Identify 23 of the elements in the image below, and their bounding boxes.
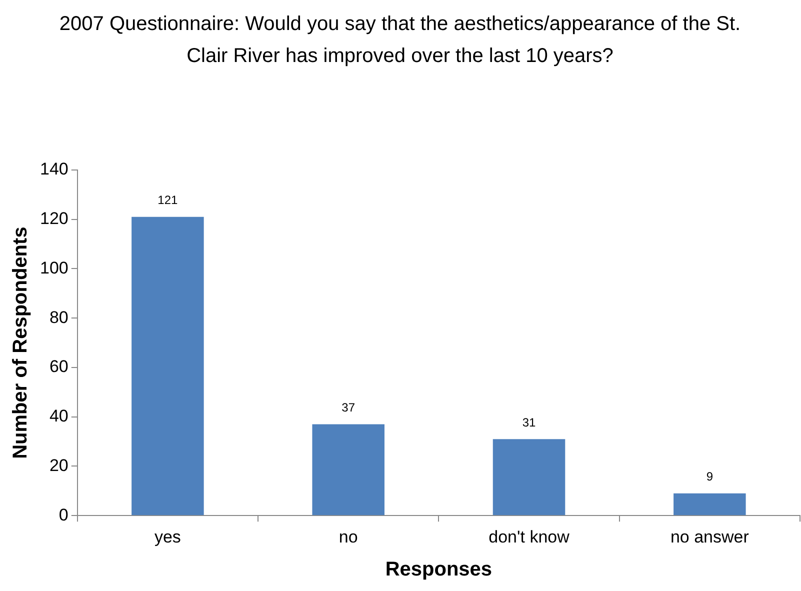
data-label: 31 bbox=[522, 415, 536, 430]
bar bbox=[492, 439, 566, 516]
y-tick-label: 100 bbox=[40, 258, 68, 278]
data-label: 121 bbox=[158, 193, 178, 208]
bar bbox=[312, 424, 384, 516]
y-axis-title: Number of Respondents bbox=[10, 226, 32, 459]
bar bbox=[674, 493, 746, 516]
x-tick-label: don't know bbox=[488, 527, 570, 546]
y-tick-label: 140 bbox=[40, 160, 68, 179]
y-tick-label: 20 bbox=[49, 456, 68, 475]
y-tick-label: 60 bbox=[49, 357, 68, 376]
data-label: 9 bbox=[706, 470, 714, 484]
data-label: 37 bbox=[342, 400, 356, 415]
y-tick-label: 0 bbox=[58, 505, 68, 524]
chart-title: 2007 Questionnaire: Would you say that the aesthetics/appearance of the St. Clair River has improved over the last 10 years? bbox=[58, 12, 742, 69]
y-tick-label: 40 bbox=[49, 406, 68, 426]
x-tick-label: no answer bbox=[670, 527, 750, 546]
bar bbox=[132, 216, 204, 516]
x-tick-label: no bbox=[338, 527, 358, 546]
y-tick-label: 120 bbox=[40, 209, 68, 228]
x-axis-title: Responses bbox=[385, 558, 492, 581]
y-tick-label: 80 bbox=[49, 308, 68, 327]
x-tick-label: yes bbox=[154, 527, 181, 546]
